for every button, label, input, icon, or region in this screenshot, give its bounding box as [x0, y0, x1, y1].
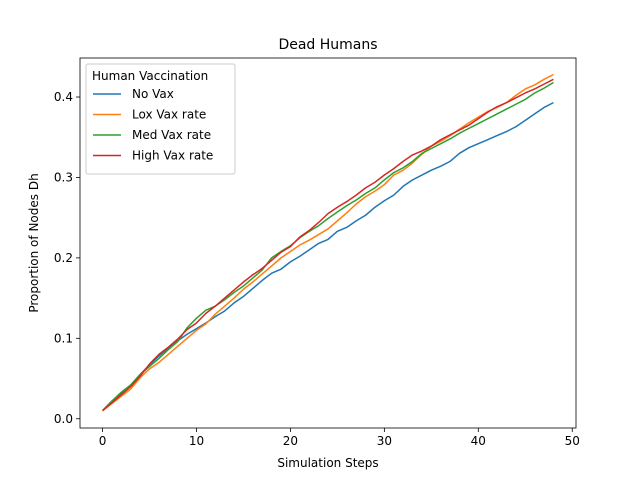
y-tick-label: 0.4: [54, 90, 73, 104]
y-tick-label: 0.0: [54, 412, 73, 426]
legend-label: Med Vax rate: [132, 128, 211, 142]
plot-lines: [102, 73, 554, 412]
x-tick-label: 40: [471, 434, 486, 448]
legend-entry: No Vax: [93, 87, 174, 101]
plot-frame: [79, 57, 577, 429]
legend: Human Vaccination No Vax Lox Vax rate Med …: [85, 63, 236, 175]
legend-label: High Vax rate: [132, 149, 213, 163]
y-tick-label: 0.2: [54, 251, 73, 265]
chart-title: Dead Humans: [278, 37, 377, 53]
y-axis: 0.0 0.1 0.2 0.3 0.4: [54, 90, 80, 426]
y-tick-label: 0.3: [54, 170, 73, 184]
series-line-4: [102, 78, 554, 412]
legend-label: No Vax: [132, 87, 174, 101]
x-axis: 0 10 20 30 40 50: [99, 428, 580, 448]
series-line-2: [102, 73, 554, 412]
x-tick-label: 0: [99, 434, 107, 448]
legend-entry: Lox Vax rate: [93, 108, 206, 122]
legend-entry: High Vax rate: [93, 149, 213, 163]
x-tick-label: 30: [377, 434, 392, 448]
x-tick-label: 20: [283, 434, 298, 448]
legend-label: Lox Vax rate: [132, 108, 206, 122]
x-tick-label: 50: [565, 434, 580, 448]
y-axis-label: Proportion of Nodes Dh: [27, 173, 41, 312]
legend-box: [85, 63, 236, 175]
x-tick-label: 10: [189, 434, 204, 448]
legend-entry: Med Vax rate: [93, 128, 211, 142]
series-line-3: [102, 81, 554, 412]
y-tick-label: 0.1: [54, 331, 73, 345]
legend-items: No Vax Lox Vax rate Med Vax rate High Vax r…: [93, 87, 213, 163]
x-axis-label: Simulation Steps: [277, 456, 378, 470]
legend-title: Human Vaccination: [92, 69, 208, 83]
